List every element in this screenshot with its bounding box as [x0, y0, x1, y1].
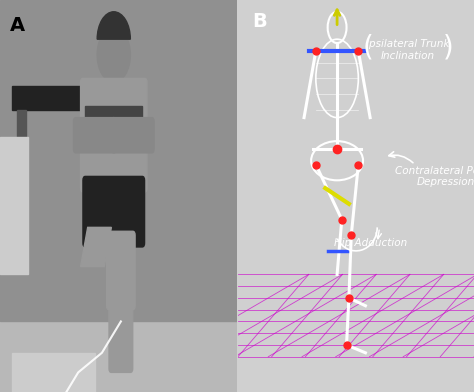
- Polygon shape: [81, 227, 111, 267]
- Bar: [17, 110, 26, 157]
- Bar: [12, 86, 142, 110]
- Text: (: (: [363, 33, 373, 61]
- Wedge shape: [97, 12, 130, 39]
- FancyBboxPatch shape: [73, 118, 116, 153]
- FancyBboxPatch shape: [111, 118, 154, 153]
- FancyBboxPatch shape: [109, 302, 133, 372]
- Circle shape: [97, 27, 130, 82]
- Text: Hip Adduction: Hip Adduction: [334, 238, 407, 248]
- Bar: [12, 353, 95, 392]
- Bar: [0, 321, 237, 392]
- Text: Contralateral Pelvis
Depression: Contralateral Pelvis Depression: [395, 165, 474, 187]
- Bar: [0, 0, 237, 321]
- FancyBboxPatch shape: [107, 231, 135, 310]
- Bar: [0, 137, 28, 274]
- FancyBboxPatch shape: [83, 176, 145, 247]
- Text: Ipsilateral Trunk
Inclination: Ipsilateral Trunk Inclination: [366, 39, 450, 61]
- FancyBboxPatch shape: [81, 78, 147, 192]
- Bar: [85, 106, 142, 137]
- Text: A: A: [9, 16, 25, 34]
- Bar: [118, 110, 128, 157]
- Text: B: B: [252, 12, 267, 31]
- Text: ): ): [443, 33, 454, 61]
